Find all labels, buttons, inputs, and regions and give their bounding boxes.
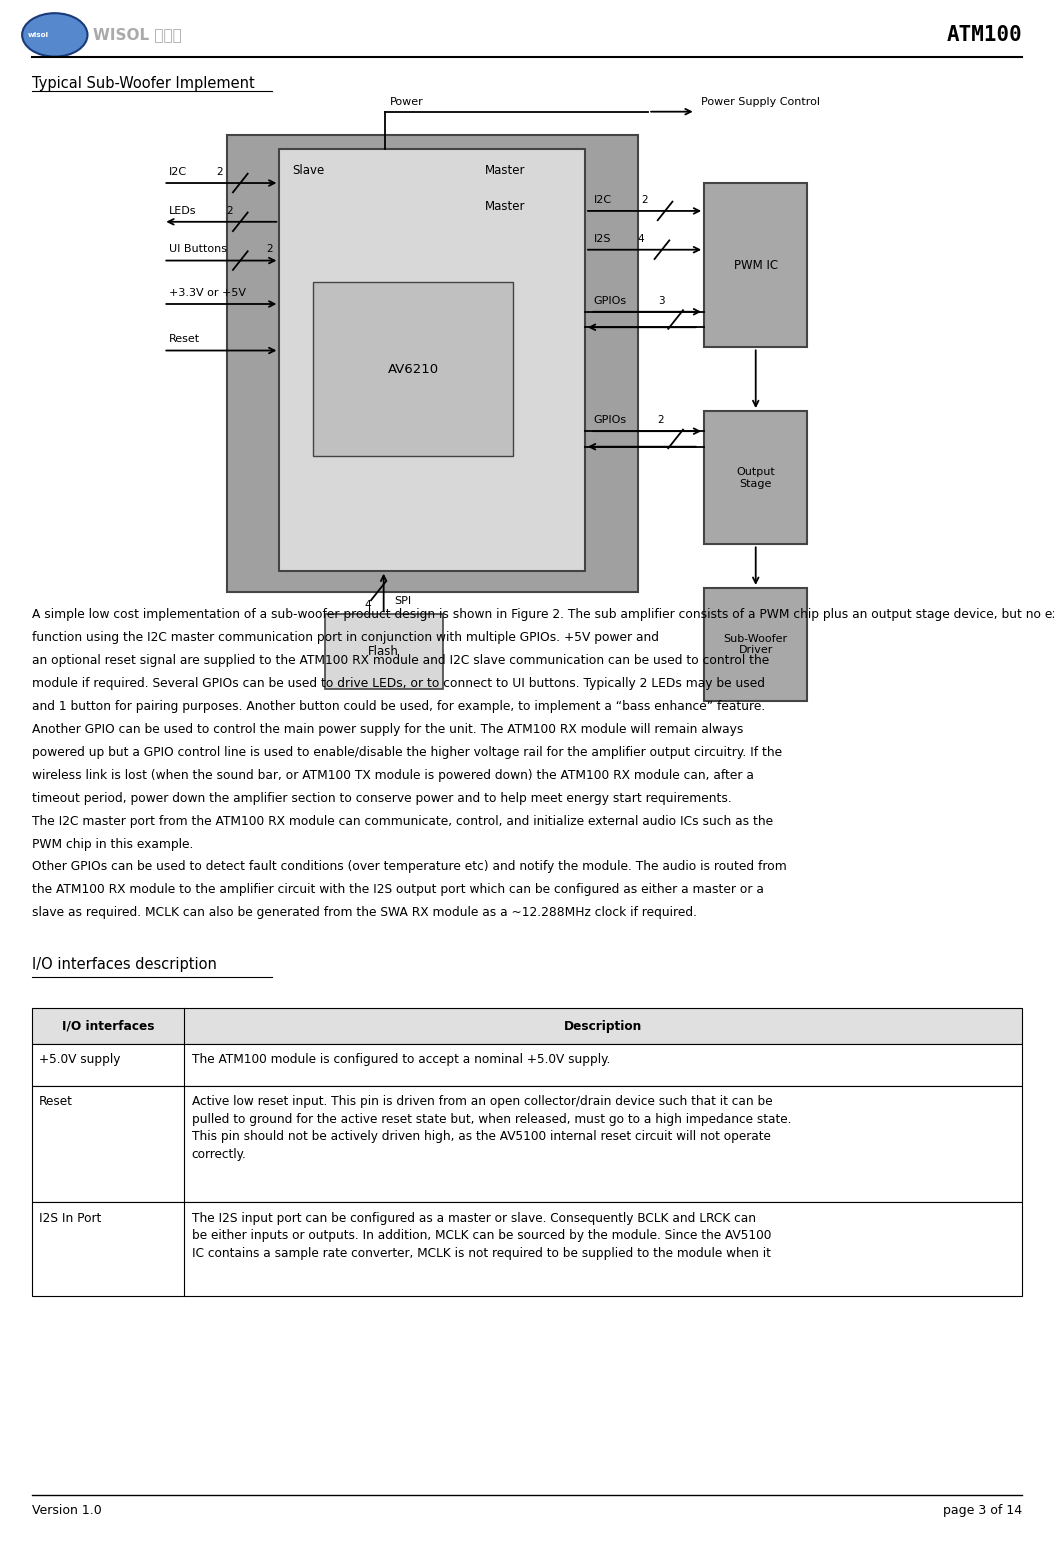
Text: WISOL 와이솔: WISOL 와이솔 [93, 28, 181, 42]
Text: Reset: Reset [169, 335, 200, 344]
Text: function using the I2C master communication port in conjunction with multiple GP: function using the I2C master communicat… [32, 631, 659, 644]
Text: Description: Description [564, 1021, 643, 1033]
Text: A simple low cost implementation of a sub-woofer product design is shown in Figu: A simple low cost implementation of a su… [32, 608, 1054, 620]
Text: Typical Sub-Woofer Implement: Typical Sub-Woofer Implement [32, 76, 254, 92]
Text: +3.3V or +5V: +3.3V or +5V [169, 288, 246, 298]
Text: +5.0V supply: +5.0V supply [39, 1053, 120, 1067]
Text: Slave: Slave [292, 164, 325, 177]
Text: 2: 2 [658, 416, 664, 425]
Text: Master: Master [485, 200, 525, 212]
Text: AV6210: AV6210 [388, 363, 438, 375]
Text: GPIOs: GPIOs [593, 416, 626, 425]
Text: Master: Master [485, 164, 525, 177]
Text: Reset: Reset [39, 1095, 73, 1107]
Text: I2S In Port: I2S In Port [39, 1211, 101, 1225]
Text: GPIOs: GPIOs [593, 296, 626, 306]
Text: 2: 2 [267, 245, 273, 254]
Text: 2: 2 [641, 195, 647, 205]
Text: I2S: I2S [593, 234, 611, 244]
Text: Power Supply Control: Power Supply Control [701, 98, 820, 107]
Text: timeout period, power down the amplifier section to conserve power and to help m: timeout period, power down the amplifier… [32, 791, 731, 805]
Text: I/O interfaces: I/O interfaces [62, 1021, 154, 1033]
Text: module if required. Several GPIOs can be used to drive LEDs, or to connect to UI: module if required. Several GPIOs can be… [32, 676, 764, 690]
Text: The I2S input port can be configured as a master or slave. Consequently BCLK and: The I2S input port can be configured as … [192, 1211, 772, 1259]
Text: The ATM100 module is configured to accept a nominal +5.0V supply.: The ATM100 module is configured to accep… [192, 1053, 610, 1067]
Text: UI Buttons: UI Buttons [169, 245, 227, 254]
Bar [32, 1044, 1022, 1086]
Text: 2: 2 [227, 206, 233, 216]
Bar [704, 411, 807, 544]
Text: ATM100: ATM100 [946, 25, 1022, 45]
Bar [32, 1008, 1022, 1044]
Text: Version 1.0: Version 1.0 [32, 1504, 101, 1517]
Bar [704, 588, 807, 701]
Text: Output
Stage: Output Stage [737, 467, 775, 489]
Text: powered up but a GPIO control line is used to enable/disable the higher voltage : powered up but a GPIO control line is us… [32, 746, 782, 758]
Bar [32, 1202, 1022, 1297]
Text: Active low reset input. This pin is driven from an open collector/drain device s: Active low reset input. This pin is driv… [192, 1095, 792, 1160]
Text: wisol: wisol [27, 33, 48, 37]
Text: 3: 3 [658, 296, 664, 306]
Bar [32, 1086, 1022, 1202]
Text: 4: 4 [638, 234, 644, 244]
Text: page 3 of 14: page 3 of 14 [943, 1504, 1022, 1517]
Text: PWM chip in this example.: PWM chip in this example. [32, 838, 193, 850]
Text: PWM IC: PWM IC [734, 259, 778, 271]
Bar [325, 614, 443, 689]
Text: Another GPIO can be used to control the main power supply for the unit. The ATM1: Another GPIO can be used to control the … [32, 723, 743, 735]
Bar [704, 183, 807, 347]
Text: slave as required. MCLK can also be generated from the SWA RX module as a ~12.28: slave as required. MCLK can also be gene… [32, 906, 697, 920]
Text: Power: Power [390, 98, 424, 107]
Bar [313, 282, 513, 456]
Text: and 1 button for pairing purposes. Another button could be used, for example, to: and 1 button for pairing purposes. Anoth… [32, 700, 765, 713]
Text: 2: 2 [216, 168, 222, 177]
Text: The I2C master port from the ATM100 RX module can communicate, control, and init: The I2C master port from the ATM100 RX m… [32, 814, 773, 828]
Text: LEDs: LEDs [169, 206, 196, 216]
Text: Flash: Flash [368, 645, 399, 658]
Text: wireless link is lost (when the sound bar, or ATM100 TX module is powered down) : wireless link is lost (when the sound ba… [32, 769, 754, 782]
Text: 4: 4 [365, 600, 371, 610]
Text: I2C: I2C [169, 168, 187, 177]
Text: I/O interfaces description: I/O interfaces description [32, 957, 216, 972]
Bar [279, 149, 585, 571]
Text: Sub-Woofer
Driver: Sub-Woofer Driver [724, 634, 787, 655]
Text: Other GPIOs can be used to detect fault conditions (over temperature etc) and no: Other GPIOs can be used to detect fault … [32, 861, 786, 873]
Ellipse shape [22, 14, 87, 56]
Bar [227, 135, 638, 592]
Text: SPI: SPI [394, 597, 411, 606]
Text: the ATM100 RX module to the amplifier circuit with the I2S output port which can: the ATM100 RX module to the amplifier ci… [32, 884, 763, 896]
Text: an optional reset signal are supplied to the ATM100 RX module and I2C slave comm: an optional reset signal are supplied to… [32, 655, 768, 667]
Text: I2C: I2C [593, 195, 611, 205]
